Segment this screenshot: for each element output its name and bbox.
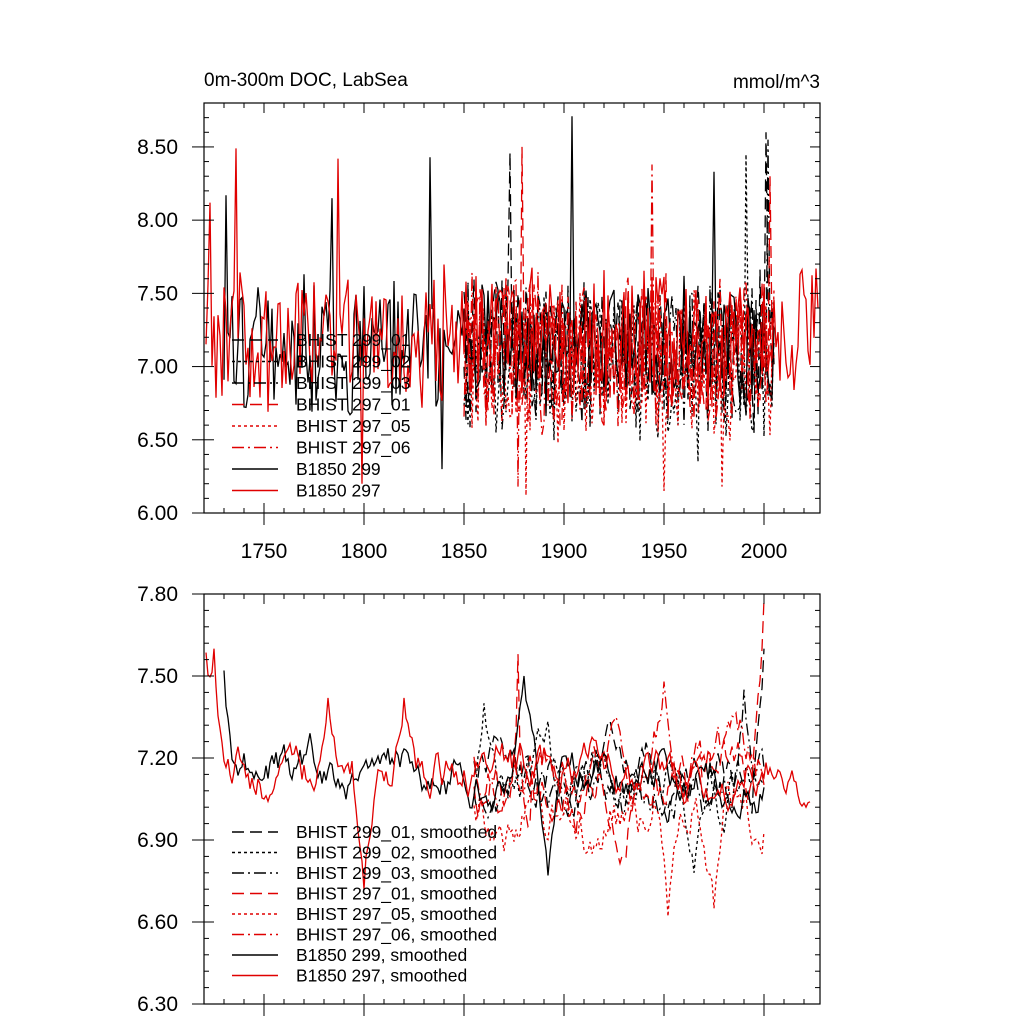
x-tick-label: 1850 bbox=[441, 540, 488, 563]
y-tick-label: 7.80 bbox=[137, 583, 178, 606]
y-tick-label: 6.00 bbox=[137, 502, 178, 525]
chart-title-left: 0m-300m DOC, LabSea bbox=[204, 70, 408, 91]
series-group bbox=[205, 116, 819, 496]
x-tick-label: 1750 bbox=[241, 540, 288, 563]
series-line-top-1 bbox=[463, 132, 775, 433]
y-tick-label: 6.60 bbox=[137, 911, 178, 934]
chart-title-right: mmol/m^3 bbox=[733, 72, 820, 93]
legend-label: B1850 299 bbox=[296, 459, 381, 479]
series-line-bottom-7 bbox=[223, 670, 765, 876]
x-tick-label: 2000 bbox=[741, 540, 788, 563]
x-axis-bottom bbox=[223, 594, 805, 1016]
y-axis-bottom: 6.30 6.60 6.90 7.20 7.50 7.80 bbox=[137, 583, 820, 1016]
y-tick-label: 7.00 bbox=[137, 356, 178, 379]
y-tick-label: 8.50 bbox=[137, 136, 178, 159]
legend-label: BHIST 299_02 bbox=[296, 352, 410, 373]
series-line-bottom-3 bbox=[473, 689, 765, 820]
x-tick-label: 1900 bbox=[541, 540, 588, 563]
legend-label: B1850 297 bbox=[296, 481, 381, 501]
legend-label: B1850 299, smoothed bbox=[296, 945, 467, 965]
legend-label: BHIST 297_06 bbox=[296, 438, 410, 459]
x-axis-top: 1750 1800 1850 1900 1950 2000 bbox=[223, 103, 805, 563]
series-line-bottom-1 bbox=[473, 648, 765, 826]
legend-label: BHIST 299_03 bbox=[296, 373, 410, 394]
series-line-top-8 bbox=[205, 148, 819, 484]
legend-label: BHIST 299_03, smoothed bbox=[296, 863, 497, 884]
series-line-top-5 bbox=[463, 290, 775, 496]
legend-label: BHIST 297_05, smoothed bbox=[296, 904, 497, 925]
legend-label: BHIST 299_02, smoothed bbox=[296, 843, 497, 864]
plot-frame-bottom bbox=[203, 593, 821, 1005]
series-line-bottom-5 bbox=[473, 781, 765, 917]
legend-label: BHIST 297_05 bbox=[296, 416, 410, 437]
x-tick-label: 1950 bbox=[641, 540, 688, 563]
bottom-panel: 6.30 6.60 6.90 7.20 7.50 7.80 BHIST 299_01, sm… bbox=[137, 583, 821, 1016]
x-tick-label: 1800 bbox=[341, 540, 388, 563]
legend-label: B1850 297, smoothed bbox=[296, 966, 467, 986]
y-tick-label: 7.50 bbox=[137, 665, 178, 688]
y-tick-label: 7.50 bbox=[137, 282, 178, 305]
legend-label: BHIST 299_01, smoothed bbox=[296, 822, 497, 843]
legend-label: BHIST 297_01 bbox=[296, 395, 410, 416]
series-line-bottom-4 bbox=[473, 599, 765, 866]
series-line-bottom-6 bbox=[473, 681, 765, 814]
y-tick-label: 7.20 bbox=[137, 747, 178, 770]
y-tick-label: 8.00 bbox=[137, 209, 178, 232]
y-tick-label: 6.50 bbox=[137, 429, 178, 452]
series-line-top-4 bbox=[463, 146, 775, 426]
top-panel: 1750 1800 1850 1900 1950 2000 6.00 6.50 7.00 7.50… bbox=[137, 102, 821, 563]
legend-label: BHIST 297_01, smoothed bbox=[296, 884, 497, 905]
legend-label: BHIST 299_01 bbox=[296, 330, 410, 351]
y-axis-top: 6.00 6.50 7.00 7.50 8.00 8.50 bbox=[137, 102, 820, 525]
y-tick-label: 6.90 bbox=[137, 829, 178, 852]
series-group bbox=[205, 599, 811, 917]
series-line-bottom-8 bbox=[205, 648, 811, 890]
legend-label: BHIST 297_06, smoothed bbox=[296, 925, 497, 946]
y-tick-label: 6.30 bbox=[137, 993, 178, 1016]
